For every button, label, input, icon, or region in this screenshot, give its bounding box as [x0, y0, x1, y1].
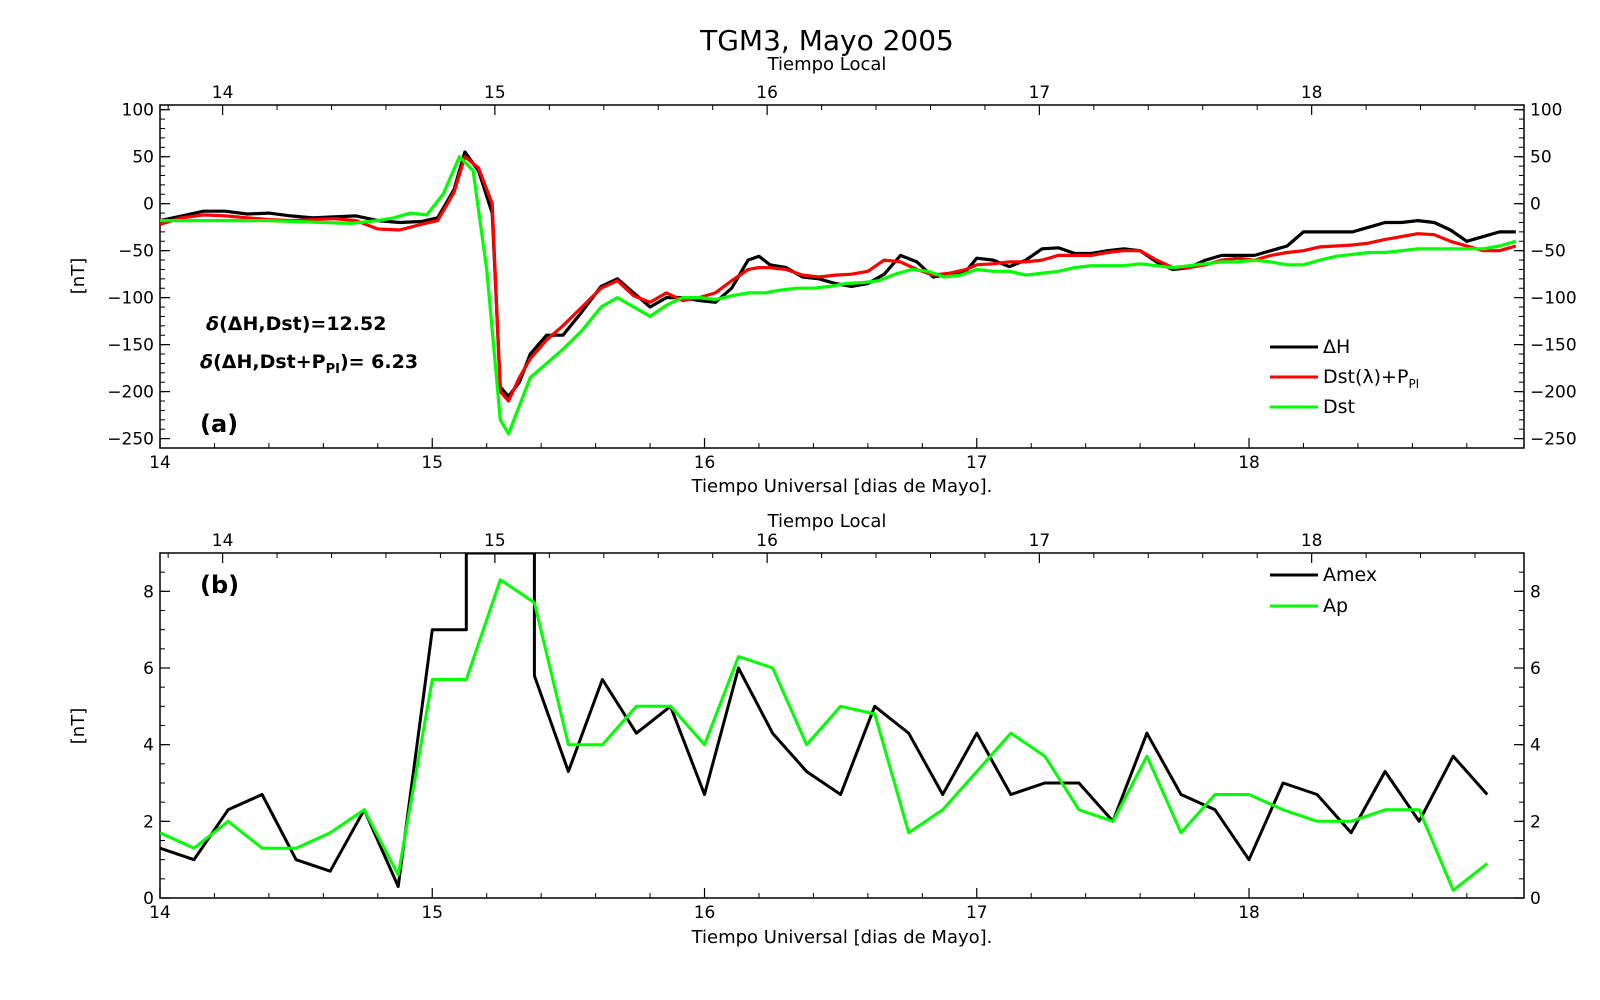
y-tick-label-right: 100 [1530, 101, 1562, 121]
y-tick-label: −50 [118, 242, 154, 262]
y-tick-label: 0 [143, 889, 154, 909]
x2-tick-label: 17 [1029, 83, 1051, 103]
x-tick-label: 18 [1238, 903, 1260, 923]
panel-b-ticks: 14 15 16 17 18 14 15 16 17 18 0 0 2 2 4 4 6 6 8 8 [143, 531, 1541, 923]
x-tick-label: 14 [149, 903, 171, 923]
annotation-delta-dst: δ(ΔH,Dst)=12.52 [206, 313, 386, 335]
y-tick-label-right: −250 [1530, 430, 1577, 450]
panel-a: Tiempo Local 14 15 16 17 18 14 15 16 17 18 100 100 5… [68, 54, 1577, 497]
panel-b-lines [160, 553, 1489, 892]
y-tick-label-right: −50 [1530, 242, 1566, 262]
panel-b: Tiempo Local 14 15 16 17 18 14 15 16 17 18 0 0 2 2 4 4 6… [68, 511, 1541, 948]
panel-b-label: (b) [200, 571, 239, 599]
x-tick-label: 14 [149, 453, 171, 473]
panel-b-top-axis-label: Tiempo Local [767, 511, 887, 532]
y-tick-label: −200 [107, 383, 154, 403]
x2-tick-label: 16 [756, 83, 778, 103]
y-tick-label-right: 50 [1530, 148, 1552, 168]
panel-b-ylabel: [nT] [68, 708, 89, 744]
x-tick-label: 16 [694, 903, 716, 923]
annotation-delta-dst-ppi: δ(ΔH,Dst+PPI)= 6.23 [200, 351, 418, 377]
panel-a-frame [159, 104, 1525, 449]
panel-b-frame [159, 552, 1525, 899]
legend-label-deltah: ΔH [1323, 336, 1350, 358]
panel-b-legend: Amex Ap [1270, 564, 1377, 617]
figure-title: TGM3, Mayo 2005 [699, 24, 954, 57]
y-tick-label-right: 0 [1530, 195, 1541, 215]
y-tick-label-right: −150 [1530, 336, 1577, 356]
y-tick-label-right: 0 [1530, 889, 1541, 909]
x2-tick-label: 15 [484, 531, 506, 551]
x-tick-label: 15 [421, 453, 443, 473]
y-tick-label-right: 8 [1530, 582, 1541, 602]
series-line-a-1 [160, 155, 1517, 403]
y-tick-label: 8 [143, 582, 154, 602]
x2-tick-label: 18 [1301, 531, 1323, 551]
x-tick-label: 16 [694, 453, 716, 473]
x2-tick-label: 14 [212, 531, 234, 551]
y-tick-label: −250 [107, 430, 154, 450]
y-tick-label: 2 [143, 812, 154, 832]
panel-a-lines [160, 150, 1517, 436]
y-tick-label: 6 [143, 659, 154, 679]
x-tick-label: 18 [1238, 453, 1260, 473]
x-tick-label: 17 [966, 903, 988, 923]
series-line-b-1 [160, 578, 1489, 892]
legend-label-dst: Dst [1323, 396, 1355, 418]
series-line-a-2 [160, 155, 1517, 436]
y-tick-label: 0 [143, 195, 154, 215]
x2-tick-label: 14 [212, 83, 234, 103]
y-tick-label: 4 [143, 736, 154, 756]
series-line-b-0 [160, 553, 1489, 888]
y-tick-label-right: 2 [1530, 812, 1541, 832]
x2-tick-label: 16 [756, 531, 778, 551]
x-tick-label: 15 [421, 903, 443, 923]
panel-b-bottom-axis-label: Tiempo Universal [dias de Mayo]. [691, 927, 993, 948]
x2-tick-label: 17 [1029, 531, 1051, 551]
panel-a-bottom-axis-label: Tiempo Universal [dias de Mayo]. [691, 476, 993, 497]
y-tick-label-right: 4 [1530, 736, 1541, 756]
y-tick-label: −150 [107, 336, 154, 356]
x2-tick-label: 15 [484, 83, 506, 103]
legend-label-dst-ppi: Dst(λ)+PPI [1323, 366, 1419, 391]
y-tick-label: 50 [132, 148, 154, 168]
y-tick-label-right: −100 [1530, 289, 1577, 309]
x-tick-label: 17 [966, 453, 988, 473]
panel-a-top-axis-label: Tiempo Local [767, 54, 887, 75]
legend-label-ap: Ap [1323, 595, 1348, 617]
y-tick-label-right: 6 [1530, 659, 1541, 679]
panel-a-ticks: 14 15 16 17 18 14 15 16 17 18 100 100 50 50 0 0 −50 −50 −1… [107, 83, 1576, 473]
y-tick-label: −100 [107, 289, 154, 309]
y-tick-label: 100 [122, 101, 154, 121]
panel-a-label: (a) [200, 410, 238, 438]
y-tick-label-right: −200 [1530, 383, 1577, 403]
panel-a-ylabel: [nT] [68, 258, 89, 294]
legend-label-amex: Amex [1323, 564, 1377, 586]
panel-a-legend: ΔH Dst(λ)+PPI Dst [1270, 336, 1419, 418]
x2-tick-label: 18 [1301, 83, 1323, 103]
